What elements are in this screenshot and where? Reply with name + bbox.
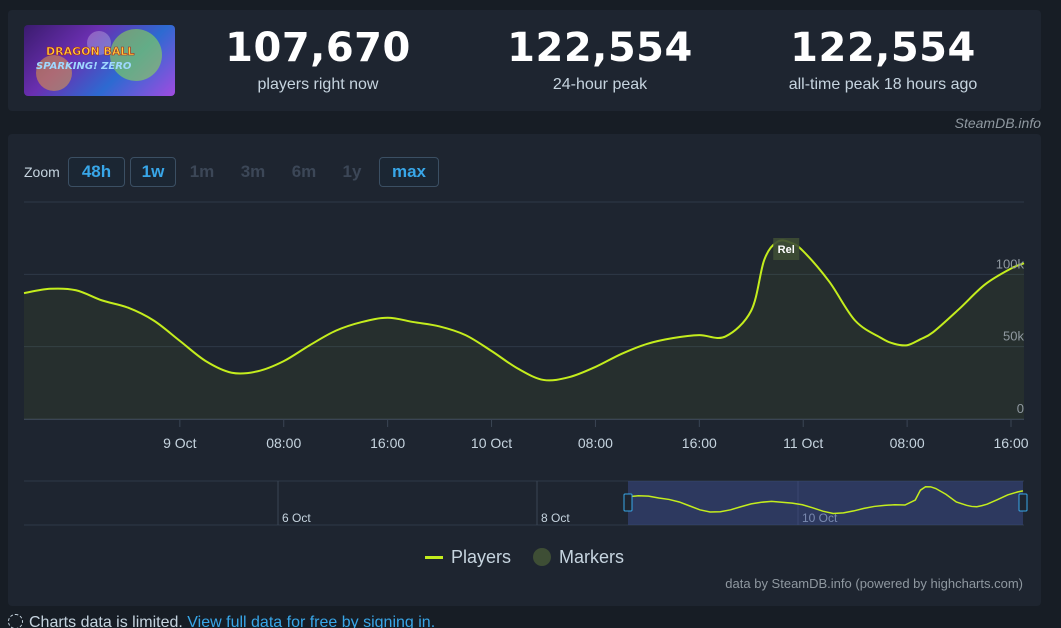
chart-credit[interactable]: data by SteamDB.info (powered by highcha… xyxy=(725,576,1023,591)
y-tick-label: 50k xyxy=(1003,329,1024,344)
x-tick-label: 9 Oct xyxy=(163,435,197,451)
x-tick-label: 08:00 xyxy=(578,435,613,451)
series-area xyxy=(24,240,1024,419)
x-tick-label: 11 Oct xyxy=(783,435,823,451)
chart-legend: Players Markers xyxy=(8,544,1041,570)
zoom-48h-button[interactable]: 48h xyxy=(68,157,125,187)
y-tick-label: 0 xyxy=(1017,401,1024,416)
x-tick-label: 16:00 xyxy=(993,435,1028,451)
24h-peak-value: 122,554 xyxy=(507,25,693,71)
current-players-label: players right now xyxy=(257,76,379,93)
24h-peak-label: 24-hour peak xyxy=(552,76,648,93)
legend-players-label: Players xyxy=(450,546,511,567)
series-line-players[interactable] xyxy=(23,239,1025,382)
x-tick-label: 16:00 xyxy=(370,435,405,451)
stats-bar: DRAGON BALL SPARKING! ZERO 107,670 playe… xyxy=(8,10,1041,111)
players-line[interactable] xyxy=(23,239,1025,382)
navigator-tick-label: 6 Oct xyxy=(282,511,311,525)
legend-line-swatch xyxy=(424,555,443,559)
series-area-fill xyxy=(24,240,1024,419)
zoom-1y-button[interactable]: 1y xyxy=(342,162,362,181)
navigator-tick-label: 8 Oct xyxy=(541,511,570,525)
zoom-1m-button[interactable]: 1m xyxy=(189,162,215,181)
all-time-peak-label: all-time peak 18 hours ago xyxy=(788,76,978,93)
current-players-value: 107,670 xyxy=(225,25,411,71)
stat-24h-peak: 122,554 24-hour peak xyxy=(475,26,725,94)
x-tick-label: 10 Oct xyxy=(471,435,512,451)
data-limited-notice: Charts data is limited. View full data f… xyxy=(8,614,435,628)
zoom-label: Zoom xyxy=(24,164,60,180)
navigator-handle-right[interactable] xyxy=(1018,493,1028,512)
legend-markers-label: Markers xyxy=(559,546,625,567)
zoom-6m-button[interactable]: 6m xyxy=(291,162,317,181)
x-tick-label: 08:00 xyxy=(890,435,925,451)
all-time-peak-value: 122,554 xyxy=(790,25,976,71)
legend-marker-swatch xyxy=(533,548,551,566)
notice-text: Charts data is limited. xyxy=(29,614,183,628)
navigator-window[interactable] xyxy=(628,481,1023,525)
player-count-chart[interactable]: Rel 0 50k 100k 9 Oct 08:00 16:00 10 Oct 08:00 1… xyxy=(8,134,1041,534)
y-axis-ticks: 0 50k 100k xyxy=(996,256,1025,416)
marker-label: Rel xyxy=(778,244,795,256)
svg-text:SPARKING! ZERO: SPARKING! ZERO xyxy=(36,61,132,72)
zoom-max-button[interactable]: max xyxy=(379,157,439,187)
release-marker[interactable]: Rel xyxy=(773,238,800,260)
legend-markers[interactable]: Markers xyxy=(533,547,624,568)
stat-all-time-peak: 122,554 all-time peak 18 hours ago xyxy=(758,26,1008,94)
svg-text:DRAGON BALL: DRAGON BALL xyxy=(46,45,134,58)
zoom-1w-button[interactable]: 1w xyxy=(130,157,176,187)
x-tick-label: 08:00 xyxy=(266,435,301,451)
legend-players[interactable]: Players xyxy=(424,546,511,568)
sign-in-link[interactable]: View full data for free by signing in. xyxy=(187,614,436,628)
navigator-handle-left[interactable] xyxy=(623,493,633,512)
game-cover-art[interactable]: DRAGON BALL SPARKING! ZERO xyxy=(24,25,175,96)
navigator-series-line xyxy=(627,485,1024,515)
stat-current-players: 107,670 players right now xyxy=(193,26,443,94)
dashed-circle-icon xyxy=(8,614,23,628)
game-cover-illustration: DRAGON BALL SPARKING! ZERO xyxy=(36,29,162,91)
x-tick-label: 16:00 xyxy=(682,435,717,451)
chart-panel: Zoom 48h 1w 1m 3m 6m 1y max Rel 0 50k 100k 9 Oct… xyxy=(8,134,1041,606)
steamdb-credit[interactable]: SteamDB.info xyxy=(954,115,1041,131)
y-tick-label: 100k xyxy=(996,256,1025,271)
zoom-3m-button[interactable]: 3m xyxy=(240,162,266,181)
x-axis-ticks: 9 Oct 08:00 16:00 10 Oct 08:00 16:00 11 Oct 08:… xyxy=(24,419,1029,451)
marker-box[interactable] xyxy=(773,238,800,260)
